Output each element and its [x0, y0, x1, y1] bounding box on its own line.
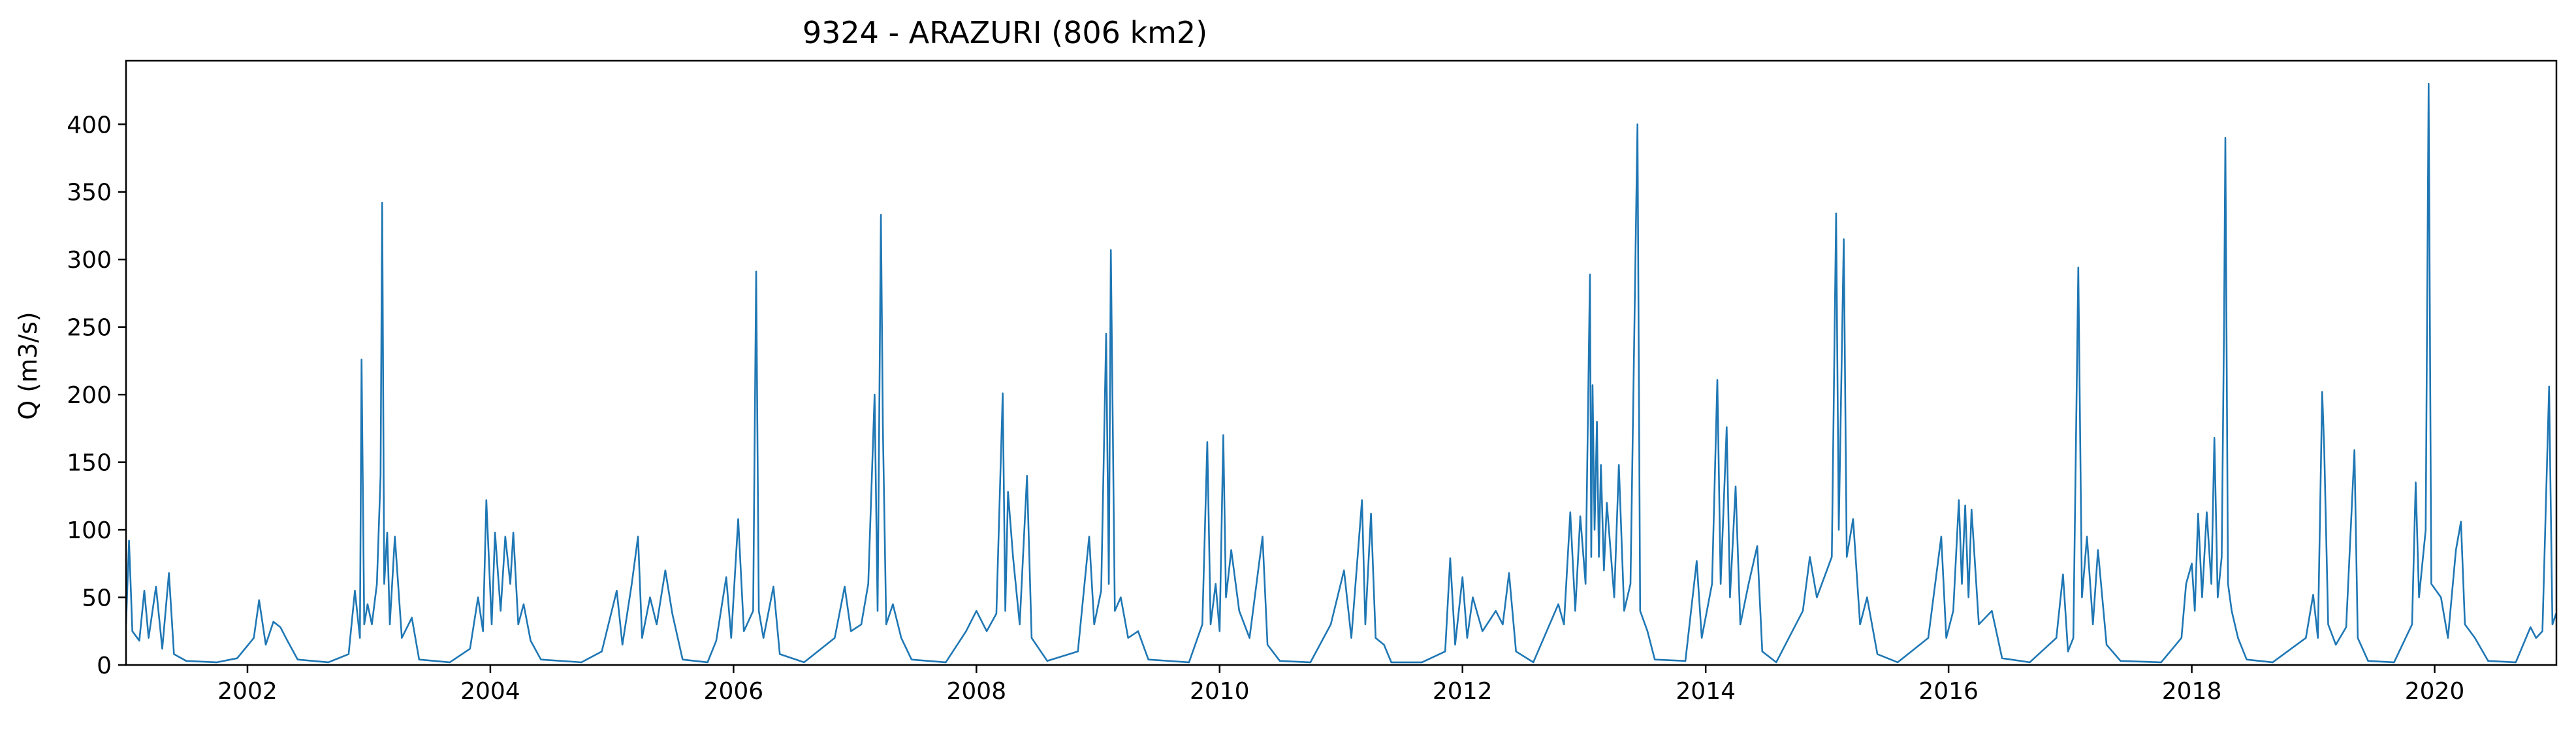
y-tick-label: 100 [67, 517, 112, 544]
axis-ticks: 2002 2004 2006 2008 2010 2012 2014 2016 2018 2020… [67, 112, 2464, 705]
y-tick-label: 150 [67, 450, 112, 477]
plot-area [125, 82, 2557, 664]
x-tick-label: 2012 [1433, 678, 1493, 705]
y-tick-label: 200 [67, 382, 112, 409]
x-tick-label: 2010 [1190, 678, 1250, 705]
y-tick-label: 350 [67, 180, 112, 206]
x-tick-label: 2004 [460, 678, 520, 705]
x-tick-label: 2008 [947, 678, 1007, 705]
x-tick-label: 2018 [2162, 678, 2222, 705]
chart-title: 9324 - ARAZURI (806 km2) [803, 15, 1207, 50]
x-tick-label: 2020 [2405, 678, 2465, 705]
x-tick-label: 2002 [217, 678, 278, 705]
y-tick-label: 300 [67, 247, 112, 274]
x-tick-label: 2014 [1676, 678, 1736, 705]
x-tick-label: 2006 [704, 678, 764, 705]
y-tick-label: 250 [67, 315, 112, 342]
x-tick-label: 2016 [1918, 678, 1979, 705]
series-line [125, 82, 2557, 664]
y-tick-label: 0 [97, 653, 112, 679]
y-axis-label: Q (m3/s) [14, 312, 42, 419]
plot-frame [125, 59, 2558, 666]
y-tick-label: 400 [67, 112, 112, 138]
y-tick-label: 50 [82, 585, 112, 612]
